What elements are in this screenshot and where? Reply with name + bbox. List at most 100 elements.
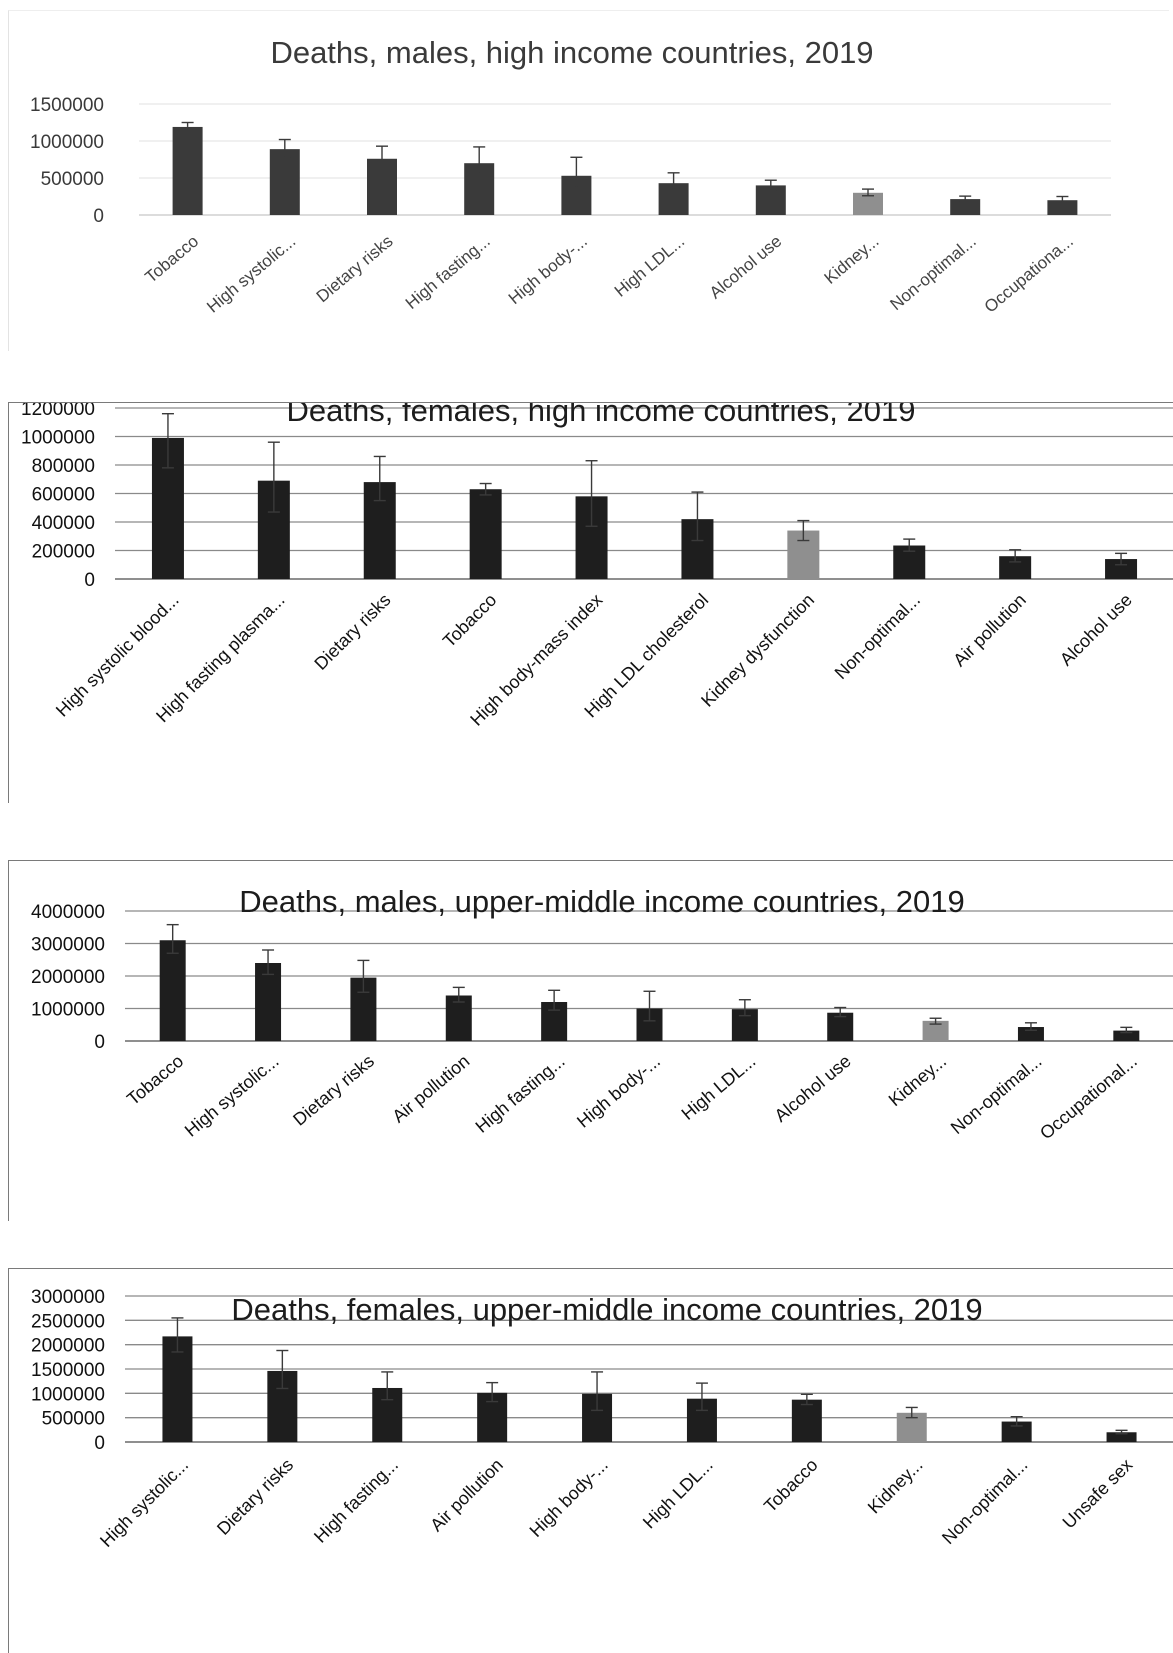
x-tick-label: High fasting... <box>472 1051 569 1137</box>
y-tick-label: 2000000 <box>31 1336 105 1357</box>
y-tick-label: 600000 <box>32 485 95 506</box>
error-bar <box>591 1371 604 1412</box>
error-bar <box>1115 552 1128 566</box>
error-bar <box>834 1006 847 1018</box>
x-tick-label: High systolic... <box>181 1051 283 1141</box>
error-bar <box>373 455 386 502</box>
y-tick-label: 1000000 <box>31 1384 105 1405</box>
x-tick-label: Dietary risks <box>310 590 394 674</box>
error-bar <box>738 999 751 1017</box>
error-bar <box>376 145 388 170</box>
error-bar <box>862 188 874 197</box>
bar-chart: 020000040000060000080000010000001200000H… <box>21 403 1173 730</box>
y-tick-label: 200000 <box>32 542 95 563</box>
bar <box>1105 559 1138 579</box>
bar <box>1106 1432 1137 1442</box>
chart-panel-females-upper-middle-income: 0 500000 1000000 1500000 2000000 2500000 30000… <box>8 1268 1173 1653</box>
y-tick-label: 0 <box>94 1433 105 1454</box>
error-bar <box>166 923 179 954</box>
y-tick-label: 4000000 <box>31 902 105 923</box>
y-tick-label: 2000000 <box>31 967 105 988</box>
error-bar <box>381 1371 394 1401</box>
error-bar <box>764 179 777 191</box>
error-bar <box>1010 1415 1023 1427</box>
y-tick-label: 1200000 <box>21 403 95 420</box>
error-bar <box>357 959 370 993</box>
x-tick-label: Occupational... <box>1036 1051 1141 1144</box>
error-bar <box>276 1349 289 1390</box>
x-tick-label: Alcohol use <box>771 1051 855 1126</box>
x-tick-label: Unsafe sex <box>1059 1455 1137 1533</box>
bar-chart: 0 500000 1000000 1500000 Tobacco High systoli… <box>30 35 1111 317</box>
y-tick-label: 3000000 <box>31 935 105 956</box>
x-tick-label: Dietary risks <box>289 1051 378 1130</box>
x-tick-label: Non-optimal... <box>938 1455 1031 1548</box>
error-bar <box>691 491 704 542</box>
x-tick-label: Occupationa... <box>981 232 1077 317</box>
y-tick-label: 1000000 <box>21 428 95 449</box>
x-tick-label: High fasting... <box>310 1455 402 1547</box>
x-tick-label: High LDL... <box>678 1051 760 1124</box>
x-tick-label: Kidney... <box>864 1455 927 1518</box>
bar <box>469 489 502 579</box>
x-tick-label: High fasting... <box>402 232 494 313</box>
y-tick-label: 0 <box>94 1032 105 1053</box>
chart-panel-males-high-income: 0 500000 1000000 1500000 Tobacco High systoli… <box>8 10 1169 351</box>
x-tick-label: Air pollution <box>949 590 1030 671</box>
y-tick-label: 3000000 <box>31 1287 105 1308</box>
y-tick-label: 1500000 <box>31 1360 105 1381</box>
x-tick-label: High body-... <box>526 1455 612 1541</box>
bar <box>445 995 472 1041</box>
x-tick-label: High LDL... <box>611 232 688 301</box>
bar-chart: 0 500000 1000000 1500000 2000000 2500000 30000… <box>31 1287 1173 1551</box>
chart-panel-males-upper-middle-income: 0 1000000 2000000 3000000 4000000 Tobacco High… <box>8 860 1173 1221</box>
error-bar <box>181 121 194 127</box>
chart-title: Deaths, males, high income countries, 20… <box>270 35 873 70</box>
x-tick-label: Non-optimal... <box>886 232 979 315</box>
chart-panel-females-high-income: 0 200000 400000 600000 800000 1000000 1200000 H… <box>8 402 1173 803</box>
x-tick-label: Tobacco <box>760 1455 822 1517</box>
x-tick-label: High systolic... <box>203 232 299 317</box>
chart-title: Deaths, females, upper-middle income cou… <box>231 1292 982 1327</box>
chart-title: Deaths, females, high income countries, … <box>287 403 916 428</box>
bar <box>269 149 300 215</box>
x-tick-label: Tobacco <box>141 232 202 287</box>
error-bar <box>797 519 810 542</box>
x-tick-label: Kidney... <box>885 1051 950 1110</box>
bar <box>255 963 282 1041</box>
bar <box>1017 1027 1044 1041</box>
y-tick-label: 500000 <box>41 169 104 190</box>
x-tick-label: Non-optimal... <box>947 1051 1046 1138</box>
error-bar <box>800 1393 813 1406</box>
x-tick-label: High LDL... <box>639 1455 717 1533</box>
error-bar <box>479 482 492 496</box>
error-bar <box>262 949 275 976</box>
x-tick-label: Alcohol use <box>706 232 786 303</box>
bar-highlighted <box>853 192 883 215</box>
bar <box>999 556 1032 579</box>
bar <box>1113 1030 1140 1041</box>
bar <box>827 1012 854 1041</box>
x-tick-label: Dietary risks <box>313 232 397 307</box>
error-bar <box>1120 1026 1133 1034</box>
y-tick-label: 0 <box>84 570 95 591</box>
error-bar <box>570 156 583 189</box>
error-bar <box>695 1382 708 1412</box>
x-tick-label: High body-... <box>573 1051 664 1132</box>
x-tick-label: Air pollution <box>388 1051 473 1127</box>
x-tick-label: Tobacco <box>123 1051 187 1109</box>
x-tick-label: Tobacco <box>439 590 501 652</box>
error-bar <box>278 138 291 158</box>
bar-highlighted <box>922 1020 949 1041</box>
x-tick-label: Kidney dysfunction <box>697 590 818 711</box>
y-tick-label: 2500000 <box>31 1311 105 1332</box>
error-bar <box>905 1406 918 1419</box>
bar <box>1001 1421 1032 1442</box>
error-bar <box>473 146 486 175</box>
error-bar <box>1009 549 1022 563</box>
x-tick-label: Kidney... <box>821 232 883 288</box>
error-bar <box>486 1381 499 1403</box>
chart-title: Deaths, males, upper-middle income count… <box>239 884 964 919</box>
x-tick-label: Dietary risks <box>213 1455 297 1539</box>
bar <box>791 1399 822 1442</box>
